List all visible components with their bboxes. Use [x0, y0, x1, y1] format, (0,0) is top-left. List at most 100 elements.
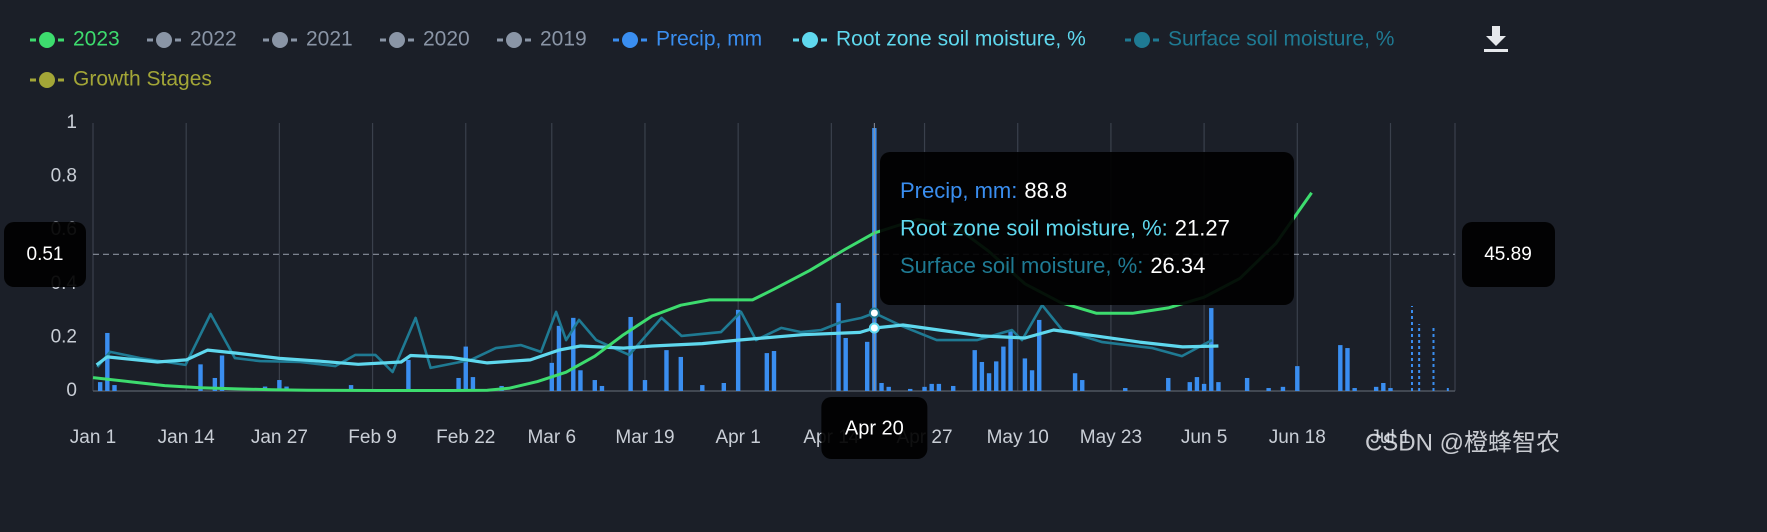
- tooltip-label: Precip, mm:: [900, 178, 1017, 203]
- legend-marker: [272, 32, 288, 48]
- watermark: CSDN @橙蜂智农: [1365, 429, 1560, 456]
- tooltip-row: Root zone soil moisture, %: 21.27: [900, 215, 1230, 240]
- x-tick-label: Feb 22: [436, 427, 495, 448]
- legend-label: 2019: [540, 28, 587, 51]
- overlay: 0.51 45.89 Apr 20 Precip, mm: 88.8 Root zone …: [4, 123, 1555, 459]
- legend-marker: [39, 72, 55, 88]
- precip-bar: [843, 337, 848, 391]
- precip-bar: [1001, 346, 1006, 391]
- download-bar[interactable]: [1484, 49, 1508, 52]
- legend-item[interactable]: Root zone soil moisture, %: [793, 28, 1086, 51]
- hover-point: [868, 307, 880, 319]
- precip-bar: [1029, 370, 1035, 391]
- legend-item[interactable]: 2021: [263, 28, 353, 51]
- grid: Jan 1 Jan 14 Jan 27 Feb 9 Feb 22 Mar 6 Mar 19 A…: [51, 112, 1456, 448]
- x-tick-label: Mar 6: [527, 427, 576, 448]
- legend-marker: [39, 32, 55, 48]
- precip-bar: [1194, 377, 1200, 391]
- precip-bar: [212, 377, 218, 391]
- legend-marker: [622, 32, 638, 48]
- precip-bar: [1209, 308, 1214, 391]
- precip-bar: [599, 385, 605, 391]
- precip-bar: [105, 332, 110, 391]
- series-line: [96, 303, 1213, 374]
- precip-bar: [986, 373, 992, 391]
- x-tick-label: May 10: [987, 427, 1049, 448]
- x-tick-label: Jul 1: [1370, 427, 1410, 448]
- precip-bar: [470, 377, 476, 391]
- precip-bar: [771, 351, 777, 391]
- precip-bar: [1388, 388, 1393, 391]
- legend-label: Growth Stages: [73, 68, 212, 91]
- hover-point: [868, 322, 880, 334]
- precip-bar: [1338, 345, 1343, 391]
- precip-bar: [112, 385, 117, 391]
- precip-bar: [922, 386, 927, 391]
- precip-bar: [735, 309, 741, 391]
- precip-bar: [456, 377, 461, 391]
- x-tick-label: Mar 19: [615, 427, 674, 448]
- x-tick-label: Jun 5: [1181, 427, 1227, 448]
- precip-bar: [1266, 388, 1271, 391]
- precip-bar: [97, 382, 103, 391]
- y-crosshair-label: 0.51: [27, 244, 64, 265]
- download-button[interactable]: [1484, 26, 1508, 52]
- precip-bar: [1187, 382, 1192, 391]
- precip-bar: [1373, 386, 1379, 391]
- y-crosshair-label-box: [4, 222, 86, 287]
- precip-bar: [1080, 380, 1085, 391]
- precip-bar: [198, 364, 203, 391]
- precip-bar: [1072, 373, 1078, 391]
- y-tick-label: 0.8: [51, 166, 77, 187]
- precip-bar: [1123, 388, 1128, 391]
- series-line: [95, 323, 1219, 367]
- precip-bar: [219, 355, 225, 391]
- legend-label: 2023: [73, 28, 120, 51]
- precip-bar: [406, 359, 411, 391]
- x-crosshair-label: Apr 20: [845, 417, 904, 439]
- precip-bar: [664, 350, 669, 391]
- precip-bar: [1280, 386, 1286, 391]
- precip-bar: [1037, 319, 1042, 391]
- tooltip-label: Root zone soil moisture, %:: [900, 215, 1168, 240]
- precip-bar: [936, 383, 942, 391]
- precip-bar: [908, 388, 913, 391]
- y2-crosshair-label-box: [1462, 222, 1555, 287]
- precip-bar: [879, 383, 884, 391]
- legend-item[interactable]: 2019: [497, 28, 587, 51]
- x-tick-label: Jun 18: [1269, 427, 1326, 448]
- precip-bar: [1166, 377, 1171, 391]
- legend-marker: [1134, 32, 1150, 48]
- tooltip-value: 26.34: [1150, 253, 1205, 278]
- precip-bar: [1216, 382, 1221, 391]
- legend-item[interactable]: 2022: [147, 28, 237, 51]
- legend-item[interactable]: Precip, mm: [613, 28, 762, 51]
- legend-label: Surface soil moisture, %: [1168, 28, 1394, 51]
- legend-label: 2022: [190, 28, 237, 51]
- precip-bar: [642, 380, 648, 391]
- legend-item[interactable]: 2020: [380, 28, 470, 51]
- x-tick-label: Apr 1: [715, 427, 760, 448]
- precip-bar: [1345, 348, 1350, 391]
- precip-bar: [972, 350, 977, 391]
- y-tick-label: 1: [66, 112, 77, 133]
- precip-bar: [592, 380, 597, 391]
- y-tick-label: 0.2: [51, 326, 77, 347]
- legend-item[interactable]: 2023: [30, 28, 120, 51]
- download-icon[interactable]: [1486, 26, 1506, 46]
- legend-marker: [389, 32, 405, 48]
- precip-bar: [1244, 377, 1250, 391]
- x-tick-label: Jan 14: [158, 427, 215, 448]
- precip-bar: [1295, 366, 1300, 391]
- legend-label: Root zone soil moisture, %: [836, 28, 1086, 51]
- legend-item[interactable]: Growth Stages: [30, 68, 212, 91]
- legend-marker: [156, 32, 172, 48]
- precip-bar: [678, 356, 684, 391]
- tooltip: [880, 152, 1294, 305]
- precip-bar: [979, 361, 985, 391]
- precip-bar: [1352, 388, 1357, 391]
- y2-crosshair-label: 45.89: [1484, 244, 1532, 265]
- legend-item[interactable]: Surface soil moisture, %: [1125, 28, 1394, 51]
- legend-marker: [802, 32, 818, 48]
